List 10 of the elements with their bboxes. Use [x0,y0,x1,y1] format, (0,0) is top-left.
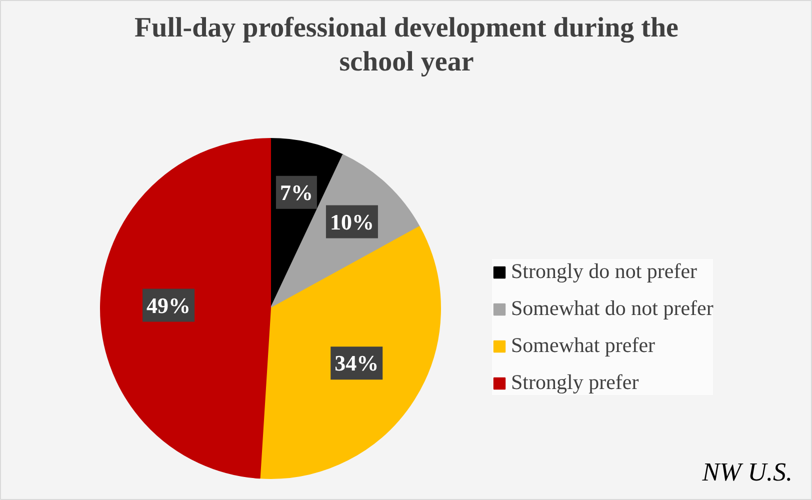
data-label: 34% [334,350,379,376]
legend-label: Somewhat do not prefer [511,296,714,321]
text: NW U.S. [701,458,793,486]
legend-label: Strongly do not prefer [511,259,698,284]
data-label: 49% [146,292,191,318]
legend-label: Somewhat prefer [511,333,656,358]
data-label: 7% [280,180,313,205]
legend-label: Strongly prefer [511,370,639,395]
chart-title: Full-day professional development during the school year [134,12,678,78]
data-label: 10% [330,209,374,234]
